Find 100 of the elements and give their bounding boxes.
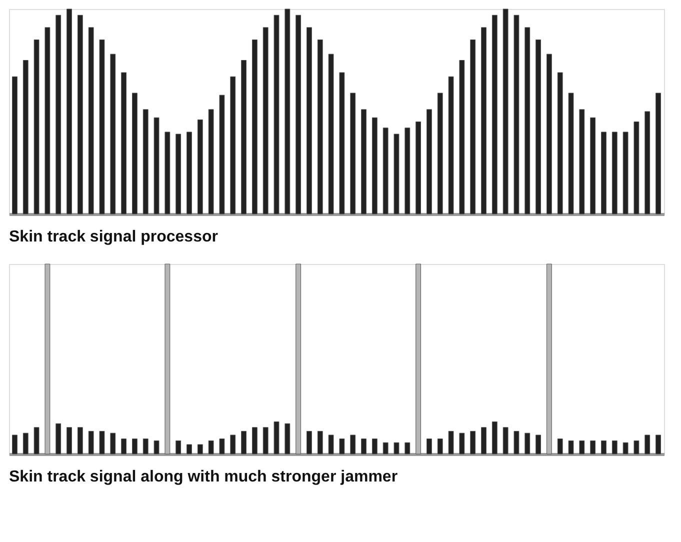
bar [132, 438, 138, 454]
bar [22, 60, 28, 214]
bar [219, 438, 225, 454]
bar [12, 76, 18, 214]
bar [448, 76, 454, 214]
bar [394, 134, 400, 214]
bar [459, 432, 465, 454]
bar [22, 432, 28, 454]
bar [164, 264, 170, 454]
bar [296, 14, 302, 214]
bar [66, 8, 72, 214]
bar [110, 54, 116, 214]
bar [502, 8, 508, 214]
bar [306, 430, 312, 454]
bar [197, 444, 203, 454]
bar [262, 427, 268, 454]
bar [361, 109, 366, 214]
bar [77, 427, 83, 454]
bar [546, 264, 552, 454]
bar [339, 438, 345, 454]
bar [492, 421, 498, 454]
bar [634, 440, 640, 454]
bar [656, 434, 661, 454]
bar [524, 27, 530, 214]
bar [176, 440, 182, 454]
bar [590, 440, 596, 454]
bar [132, 92, 138, 214]
bar [208, 440, 214, 454]
bar [612, 440, 618, 454]
bar [274, 14, 280, 214]
bar [470, 430, 476, 454]
bar [306, 27, 312, 214]
bar [502, 427, 508, 454]
bar [230, 434, 236, 454]
bar [557, 438, 563, 454]
bar [448, 430, 454, 454]
bar [382, 128, 388, 214]
bar [339, 72, 345, 214]
bar [121, 438, 127, 454]
bar [644, 111, 650, 214]
bar [426, 109, 432, 214]
bar [154, 117, 160, 214]
bar [12, 434, 18, 454]
bar [416, 264, 422, 454]
bar [164, 132, 170, 214]
bar [514, 14, 520, 214]
bar [644, 434, 650, 454]
bar [590, 117, 596, 214]
text: Skin track signal along with much stronger jammer [9, 468, 398, 486]
bar [241, 60, 246, 214]
bar [546, 54, 552, 214]
text: Skin track signal processor [9, 228, 218, 246]
bar [99, 40, 105, 214]
bar [197, 119, 203, 214]
bar [186, 444, 192, 454]
bar [186, 132, 192, 214]
bar [121, 72, 127, 214]
bar [557, 72, 563, 214]
bar [274, 421, 280, 454]
bar [481, 27, 486, 214]
bar [88, 27, 94, 214]
bar [656, 92, 661, 214]
bar [622, 442, 628, 454]
bar [252, 40, 258, 214]
bar [492, 14, 498, 214]
bar [536, 40, 541, 214]
bar [394, 442, 400, 454]
bar [252, 427, 258, 454]
bar [568, 92, 574, 214]
bar [56, 423, 62, 454]
bar [34, 40, 40, 214]
bar [361, 438, 366, 454]
bar [459, 60, 465, 214]
bar [372, 117, 378, 214]
bar [416, 122, 422, 214]
bar [44, 264, 50, 454]
bar [262, 27, 268, 214]
bar [350, 92, 356, 214]
bar [404, 128, 410, 214]
bar [470, 40, 476, 214]
bar [514, 430, 520, 454]
bar [568, 440, 574, 454]
bar [142, 109, 148, 214]
bar [328, 54, 334, 214]
bar [481, 427, 486, 454]
bar [284, 423, 290, 454]
bar [142, 438, 148, 454]
bar [634, 122, 640, 214]
bar [317, 40, 323, 214]
bar [426, 438, 432, 454]
bar [382, 442, 388, 454]
bar [77, 14, 83, 214]
bar [88, 430, 94, 454]
bar [404, 442, 410, 454]
bar [110, 432, 116, 454]
bar [208, 109, 214, 214]
bar [601, 440, 606, 454]
bar [328, 434, 334, 454]
bar [284, 8, 290, 214]
bar [230, 76, 236, 214]
